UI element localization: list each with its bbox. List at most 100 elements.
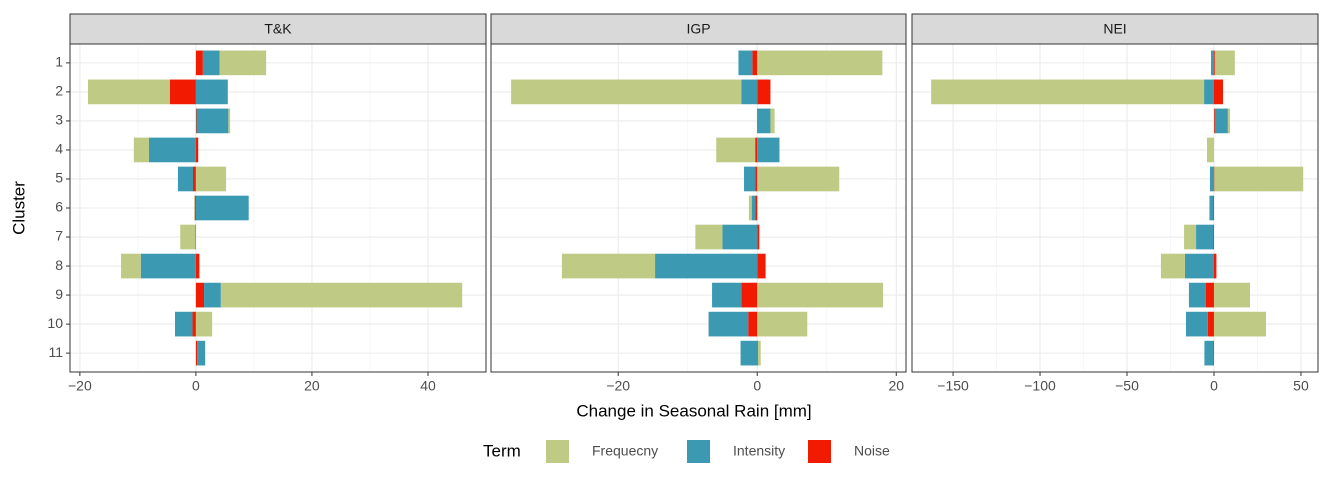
bar	[140, 253, 196, 279]
bar	[192, 311, 196, 337]
legend-label: Frequecny	[592, 443, 658, 459]
bar	[708, 311, 749, 337]
bar	[738, 50, 753, 76]
bar	[511, 79, 742, 105]
y-tick-label: 5	[55, 170, 63, 186]
x-tick-label: 0	[1210, 378, 1218, 394]
bar	[175, 311, 193, 337]
x-tick-label: −100	[1024, 378, 1056, 394]
bar	[1214, 50, 1235, 76]
bar	[757, 224, 760, 250]
bar	[744, 166, 756, 192]
bar	[1214, 108, 1228, 134]
bar	[1209, 195, 1210, 221]
y-tick-label: 8	[55, 257, 63, 273]
bar	[755, 166, 758, 192]
bar	[716, 137, 756, 163]
bar	[757, 108, 758, 134]
bar	[148, 137, 196, 163]
bar	[194, 195, 196, 221]
bar	[712, 282, 742, 308]
y-tick-label: 9	[55, 286, 63, 302]
bar	[1184, 253, 1214, 279]
bar	[752, 50, 758, 76]
bar	[757, 166, 840, 192]
bar	[751, 195, 756, 221]
x-tick-label: 0	[753, 378, 761, 394]
bar	[770, 108, 775, 134]
bar	[1207, 137, 1214, 163]
y-tick-label: 3	[55, 112, 63, 128]
bar	[1213, 311, 1266, 337]
bar	[195, 108, 197, 134]
bar	[195, 253, 200, 279]
bar	[1160, 253, 1185, 279]
bar	[931, 79, 1205, 105]
bar	[1227, 108, 1230, 134]
bar	[180, 224, 196, 250]
x-tick-label: 20	[304, 378, 320, 394]
bar	[1213, 195, 1214, 221]
bar	[195, 50, 203, 76]
bar	[655, 253, 758, 279]
bar	[196, 108, 229, 134]
bar	[695, 224, 723, 250]
bar	[741, 79, 758, 105]
bar	[1209, 166, 1214, 192]
bar	[1204, 79, 1214, 105]
bar	[1213, 282, 1250, 308]
bar	[757, 340, 761, 366]
bar	[197, 340, 206, 366]
bar	[1207, 311, 1214, 337]
bar	[195, 311, 213, 337]
strip	[69, 13, 487, 45]
bar	[757, 340, 758, 366]
bar	[1196, 224, 1214, 250]
strip-label: T&K	[264, 21, 292, 37]
bar	[121, 253, 141, 279]
bar	[1214, 166, 1304, 192]
bar	[1188, 282, 1206, 308]
bar	[193, 166, 196, 192]
legend-key	[546, 440, 569, 463]
bar	[195, 137, 199, 163]
strip	[490, 13, 907, 45]
x-tick-label: −20	[606, 378, 630, 394]
bar	[1213, 253, 1217, 279]
strip-label: NEI	[1103, 21, 1126, 37]
x-tick-label: 20	[888, 378, 904, 394]
bar	[722, 224, 758, 250]
legend-key	[808, 440, 831, 463]
legend-key	[687, 440, 710, 463]
bar	[561, 253, 656, 279]
legend-title: Term	[483, 441, 521, 460]
bar	[1213, 340, 1214, 366]
bar	[87, 79, 170, 105]
bar	[1211, 50, 1214, 76]
bar	[755, 137, 758, 163]
bar	[1184, 224, 1197, 250]
y-tick-label: 4	[55, 141, 63, 157]
bar	[169, 79, 196, 105]
x-tick-label: −150	[937, 378, 969, 394]
bar	[195, 195, 249, 221]
bar	[757, 50, 883, 76]
y-tick-label: 6	[55, 199, 63, 215]
bar	[748, 195, 752, 221]
bar	[220, 282, 463, 308]
bar	[177, 166, 194, 192]
bar	[195, 282, 205, 308]
bar	[133, 137, 149, 163]
bar	[195, 224, 196, 250]
x-tick-label: 40	[420, 378, 436, 394]
bar	[228, 108, 231, 134]
x-tick-label: 50	[1293, 378, 1309, 394]
bar	[757, 253, 766, 279]
y-tick-label: 10	[47, 315, 63, 331]
bar	[1213, 79, 1224, 105]
bar	[740, 340, 758, 366]
x-tick-label: 0	[192, 378, 200, 394]
bar	[1204, 340, 1214, 366]
bar	[1209, 195, 1214, 221]
